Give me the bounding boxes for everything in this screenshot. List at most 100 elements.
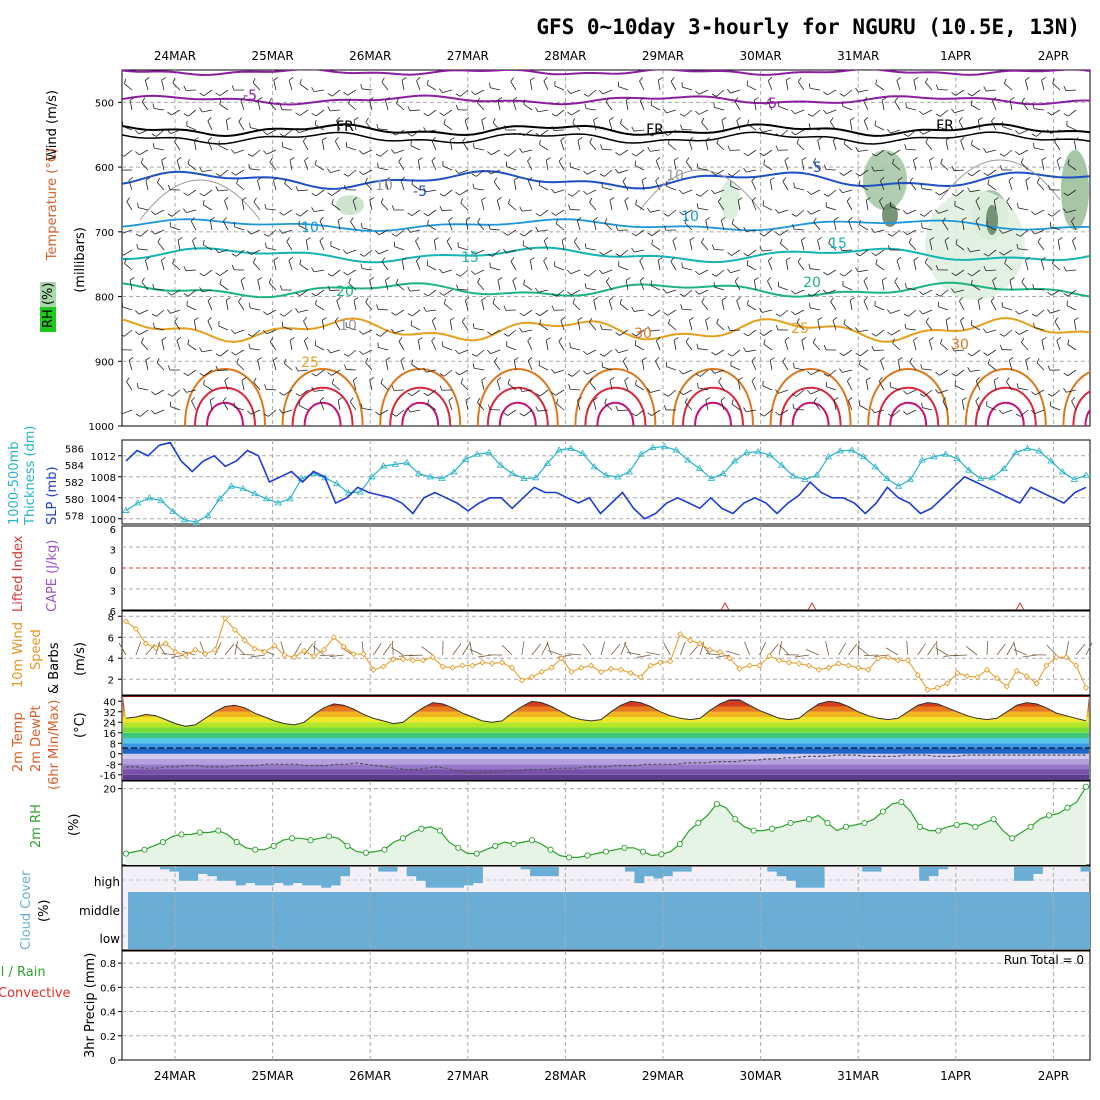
wind-barb-feather: [971, 279, 973, 285]
wind-barb-feather: [503, 333, 509, 337]
wind-barb: [346, 146, 357, 151]
wind-barb-feather: [391, 312, 396, 316]
wind-speed-marker: [142, 640, 149, 647]
wind-barb-feather: [688, 137, 694, 141]
wind-barb-feather: [999, 333, 1005, 337]
wind-barb: [218, 145, 229, 151]
high-cloud-bar: [1014, 867, 1024, 881]
rh-marker: [566, 854, 573, 861]
wind-barb: [1041, 160, 1045, 171]
wind-barb-feather: [921, 402, 923, 408]
slp-label: SLP (mb): [45, 466, 60, 525]
temperature-contours: [122, 70, 1090, 426]
wind-tick-label: 2: [108, 675, 114, 686]
wind-barb: [651, 229, 661, 237]
wind-barb: [715, 169, 725, 176]
wind-barb-feather: [349, 397, 354, 403]
wind-barb: [1073, 320, 1077, 331]
wind-speed-marker: [835, 660, 842, 667]
wind-speed-marker: [894, 657, 902, 664]
surface-temperature-arch: [1062, 371, 1090, 426]
wind-barb-feather: [839, 172, 844, 176]
wind-speed-markers: [122, 615, 1090, 693]
wind-barb: [269, 161, 277, 171]
li-tick-label: 6: [110, 525, 116, 536]
wind-barb: [315, 164, 325, 171]
thickness-marker: [145, 494, 154, 501]
wind-barb-feather: [411, 359, 414, 365]
wind-barb: [909, 181, 917, 191]
wind-barb-feather: [1025, 357, 1031, 361]
wind-barb-feather: [673, 337, 679, 341]
wind-barb-feather: [785, 77, 791, 81]
wind-barb-feather: [167, 393, 173, 397]
rh-marker: [436, 827, 443, 834]
date-label-bottom: 28MAR: [544, 1069, 586, 1083]
wind-barb-feather: [161, 257, 166, 261]
wind-barb-feather: [942, 397, 947, 402]
wind-barb: [539, 129, 549, 137]
wind-speed-marker: [469, 662, 476, 669]
wind-barb: [673, 340, 677, 351]
wind-barb-feather: [577, 397, 582, 401]
wind-speed-marker: [974, 674, 981, 681]
high-cloud-bar: [454, 867, 464, 888]
wind-barb: [688, 320, 693, 331]
wind-barb: [481, 120, 485, 131]
wind-speed-marker: [677, 631, 684, 638]
thickness-marker: [508, 469, 517, 476]
date-label-top: 2APR: [1038, 49, 1069, 63]
wind-barb: [523, 129, 533, 137]
wind-barb: [955, 189, 965, 197]
wind-barb-feather: [849, 117, 855, 121]
wind-barb-feather: [510, 77, 514, 82]
wind-speed-marker: [251, 645, 258, 652]
wind-barb-feather: [647, 133, 653, 137]
wind-barb-feather: [978, 117, 983, 121]
wind-barb: [681, 129, 693, 131]
wind-barb-feather: [161, 77, 166, 81]
wind-barb: [778, 286, 789, 291]
wind-barb: [828, 242, 837, 251]
wind-barb-feather: [569, 342, 571, 348]
wind-barb: [682, 267, 693, 271]
wind-barb-feather: [152, 143, 155, 149]
wind-barb-feather: [350, 217, 354, 222]
wind-barb-feather: [601, 182, 603, 188]
wind-barb: [527, 160, 533, 171]
wind-barb: [589, 141, 597, 151]
wind-barb-feather: [135, 233, 141, 237]
wind-barb-feather: [375, 411, 380, 416]
contour-label: 15: [829, 236, 847, 252]
wind-barb-feather: [319, 217, 324, 222]
wind-barb-feather: [894, 97, 899, 102]
wind-barb-feather: [248, 303, 251, 309]
wind-barb-feather: [767, 97, 772, 102]
wind-barb-feather: [897, 177, 903, 181]
wind-barb: [641, 180, 645, 191]
high-cloud-bar: [245, 867, 256, 884]
wind-barb: [619, 329, 629, 336]
wind-barb: [604, 402, 613, 411]
thickness-marker: [438, 474, 446, 482]
precip-tick-label: 0.2: [100, 1032, 116, 1043]
wind-barb: [843, 349, 853, 356]
wind-barb-feather: [991, 117, 996, 122]
wind-barb-feather: [855, 252, 861, 257]
wind-barb: [124, 83, 133, 91]
chart-title: GFS 0~10day 3-hourly for NGURU (10.5E, 1…: [536, 15, 1080, 39]
high-cloud-bars: [159, 867, 1091, 888]
wind-barb-feather: [141, 277, 145, 283]
wind-barb: [1050, 309, 1061, 314]
wind-units-label-2: (m/s): [73, 642, 88, 676]
wind-barb: [859, 364, 869, 371]
wind-barb: [464, 300, 469, 311]
wind-barb: [971, 144, 981, 151]
wind-barb: [718, 201, 725, 211]
wind-barb: [1025, 180, 1029, 191]
wind-barb: [329, 289, 341, 291]
wind-barb: [1073, 140, 1077, 151]
wind-barb: [431, 340, 437, 351]
wind-barb: [224, 200, 229, 211]
wind-barb-feather: [236, 358, 239, 364]
